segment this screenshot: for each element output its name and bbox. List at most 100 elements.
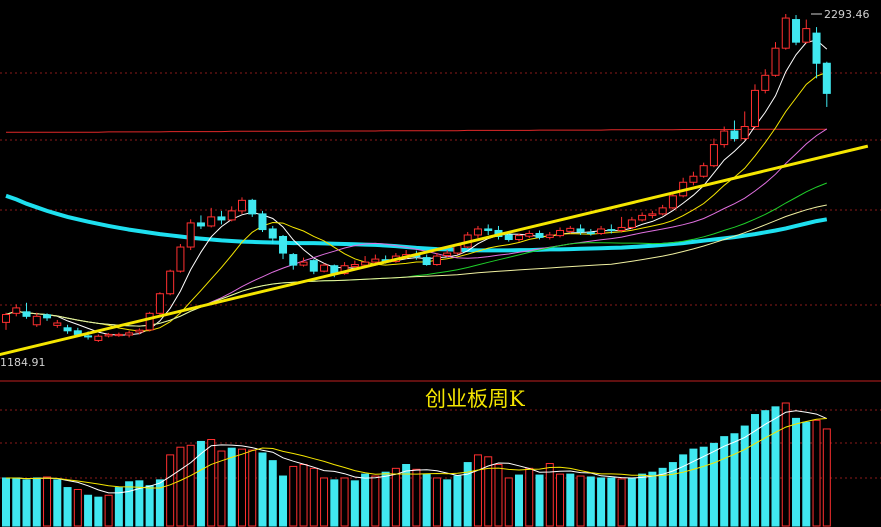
candle — [740, 111, 749, 141]
candle — [155, 292, 164, 315]
volume-bar — [12, 477, 21, 527]
volume-bar — [545, 463, 554, 527]
candle — [638, 212, 647, 222]
long-term-line-1 — [6, 128, 827, 133]
volume-bar — [196, 440, 205, 527]
candle-body — [617, 226, 626, 231]
volume-bar — [689, 448, 698, 527]
volume-bar — [248, 449, 257, 527]
candle-body — [53, 322, 62, 326]
volume-bar — [330, 479, 339, 527]
candle — [361, 256, 370, 267]
volume-bar — [63, 487, 72, 527]
candle-body — [43, 314, 52, 319]
volume-bar — [412, 468, 421, 527]
volume-bar — [217, 450, 226, 527]
candle-body — [320, 264, 329, 272]
candle-body — [237, 199, 246, 212]
candle — [597, 225, 606, 235]
volume-bar — [525, 467, 534, 527]
volume-bar — [812, 419, 821, 527]
candle-body — [535, 232, 544, 238]
volume-bar — [453, 475, 462, 527]
candle-body — [155, 293, 164, 314]
candle-body — [730, 130, 739, 140]
ma-line-1 — [5, 71, 827, 332]
volume-bar — [648, 471, 657, 527]
candle-body — [135, 329, 144, 333]
volume-bar — [22, 479, 31, 527]
candle — [217, 210, 226, 225]
volume-bar — [699, 446, 708, 527]
volume-bar — [53, 479, 62, 527]
candle — [771, 42, 780, 77]
candle — [227, 206, 236, 222]
candle-body — [812, 32, 821, 64]
volume-bar — [709, 442, 718, 527]
candle-body — [720, 130, 729, 146]
volume-bar — [484, 456, 493, 527]
candle — [289, 253, 298, 270]
candle-body — [217, 216, 226, 221]
long-term-line-0 — [5, 193, 828, 253]
candle — [545, 231, 554, 240]
volume-bar — [2, 477, 10, 527]
candle-body — [114, 333, 123, 337]
candle-body — [2, 314, 10, 323]
volume-bar — [186, 444, 195, 527]
volume-bar — [792, 417, 801, 527]
candle-body — [658, 207, 667, 215]
candle — [627, 216, 636, 229]
candle — [576, 224, 585, 235]
volume-bar — [566, 473, 575, 527]
price-labels: 2293.46 1184.91 — [0, 8, 870, 369]
volume-bar — [750, 414, 759, 527]
volume-bar — [43, 476, 52, 527]
volume-bar — [576, 475, 585, 527]
candle-body — [484, 228, 493, 231]
volume-bar — [258, 452, 267, 527]
candle-body — [822, 62, 831, 94]
candle — [812, 27, 821, 79]
candle — [658, 204, 667, 216]
candle-body — [32, 315, 41, 326]
volume-bar — [94, 496, 103, 527]
volume-bar — [73, 488, 82, 527]
volume-bar — [668, 462, 677, 527]
candle-body — [761, 74, 770, 91]
candle — [484, 224, 493, 235]
candle-body — [289, 254, 298, 266]
candle — [145, 311, 154, 332]
candle-body — [699, 165, 708, 177]
volume-bar — [463, 462, 472, 527]
volume-bars — [2, 402, 831, 527]
candle-body — [473, 228, 482, 236]
volume-bar — [289, 465, 298, 527]
candle — [422, 254, 431, 266]
candle — [258, 210, 267, 232]
volume-bar — [176, 446, 185, 527]
volume-bar — [402, 464, 411, 527]
candle — [822, 61, 831, 107]
candle — [135, 328, 144, 335]
candle — [279, 234, 288, 260]
candle-body — [771, 47, 780, 76]
candle-body — [207, 216, 216, 227]
candle-body — [22, 311, 31, 317]
candle-body — [63, 327, 72, 332]
candle — [299, 257, 308, 267]
volume-bar — [155, 479, 164, 527]
volume-bar — [443, 479, 452, 527]
volume-bar — [617, 478, 626, 527]
candle — [114, 332, 123, 337]
candle — [196, 215, 205, 229]
candle-body — [258, 213, 267, 231]
candle — [350, 260, 359, 269]
candle-body — [12, 307, 21, 314]
ma-line-2 — [5, 128, 828, 327]
candle-body — [166, 270, 175, 295]
candle-body — [145, 312, 154, 331]
candle — [166, 269, 175, 296]
